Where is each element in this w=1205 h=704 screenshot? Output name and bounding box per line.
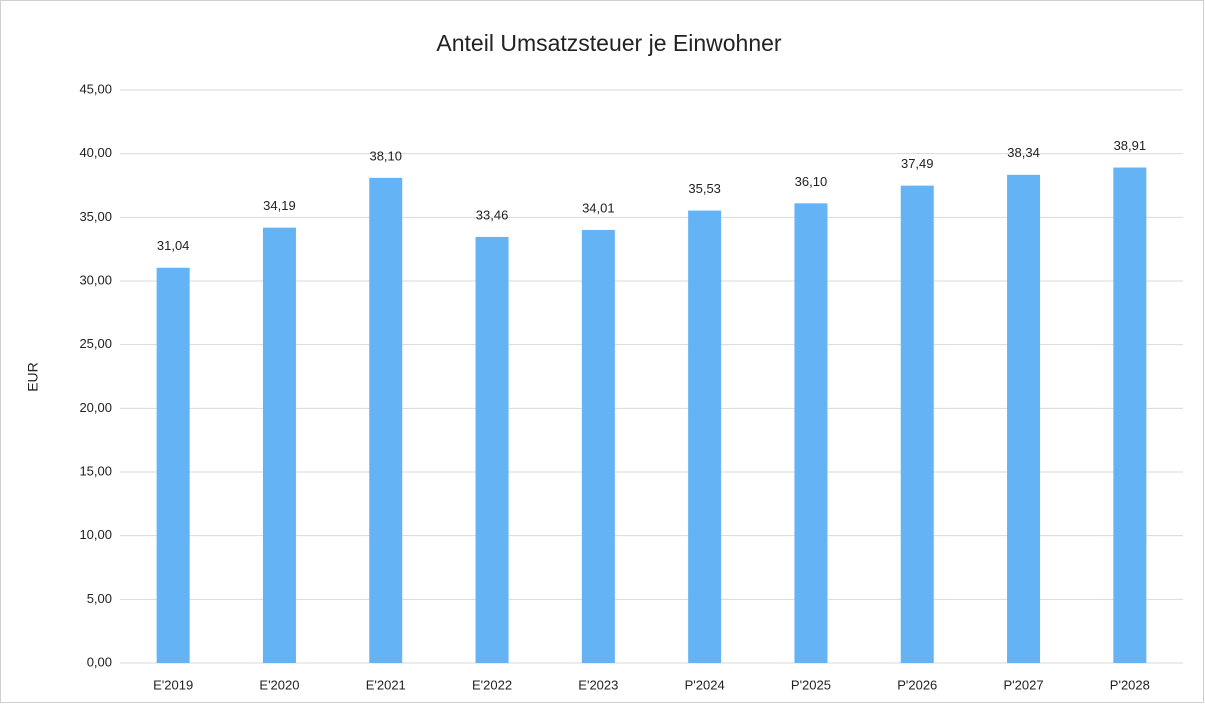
y-tick-label: 30,00	[79, 272, 112, 287]
data-label: 33,46	[476, 207, 509, 222]
y-tick-label: 0,00	[87, 654, 112, 669]
x-tick-label: E'2022	[472, 677, 512, 692]
y-tick-label: 15,00	[79, 463, 112, 478]
y-tick-label: 20,00	[79, 400, 112, 415]
x-tick-label: E'2020	[259, 677, 299, 692]
y-tick-label: 5,00	[87, 591, 112, 606]
data-label: 36,10	[795, 174, 828, 189]
chart-title: Anteil Umsatzsteuer je Einwohner	[436, 30, 781, 56]
bar	[688, 210, 722, 664]
x-tick-label: E'2021	[366, 677, 406, 692]
bar	[581, 229, 615, 663]
data-label: 34,01	[582, 200, 615, 215]
bar	[900, 185, 934, 664]
bar	[156, 267, 190, 663]
bar	[794, 203, 828, 663]
bar	[262, 227, 296, 663]
x-tick-label: P'2026	[897, 677, 937, 692]
x-tick-label: P'2025	[791, 677, 831, 692]
bar	[1007, 174, 1041, 663]
data-label: 38,34	[1007, 145, 1040, 160]
data-label: 37,49	[901, 156, 934, 171]
y-tick-label: 45,00	[79, 81, 112, 96]
data-label: 38,10	[369, 148, 402, 163]
y-tick-label: 40,00	[79, 145, 112, 160]
y-axis-label: EUR	[25, 362, 41, 392]
data-label: 34,19	[263, 198, 296, 213]
bar	[369, 177, 403, 664]
x-tick-label: P'2024	[685, 677, 725, 692]
x-tick-label: E'2023	[578, 677, 618, 692]
y-tick-label: 35,00	[79, 209, 112, 224]
bar	[475, 236, 509, 663]
data-label: 35,53	[688, 181, 721, 196]
y-tick-label: 10,00	[79, 527, 112, 542]
data-label: 38,91	[1114, 138, 1147, 153]
x-tick-label: E'2019	[153, 677, 193, 692]
data-label: 31,04	[157, 238, 190, 253]
x-tick-label: P'2028	[1110, 677, 1150, 692]
x-tick-label: P'2027	[1004, 677, 1044, 692]
y-tick-label: 25,00	[79, 336, 112, 351]
bar	[1113, 167, 1147, 663]
